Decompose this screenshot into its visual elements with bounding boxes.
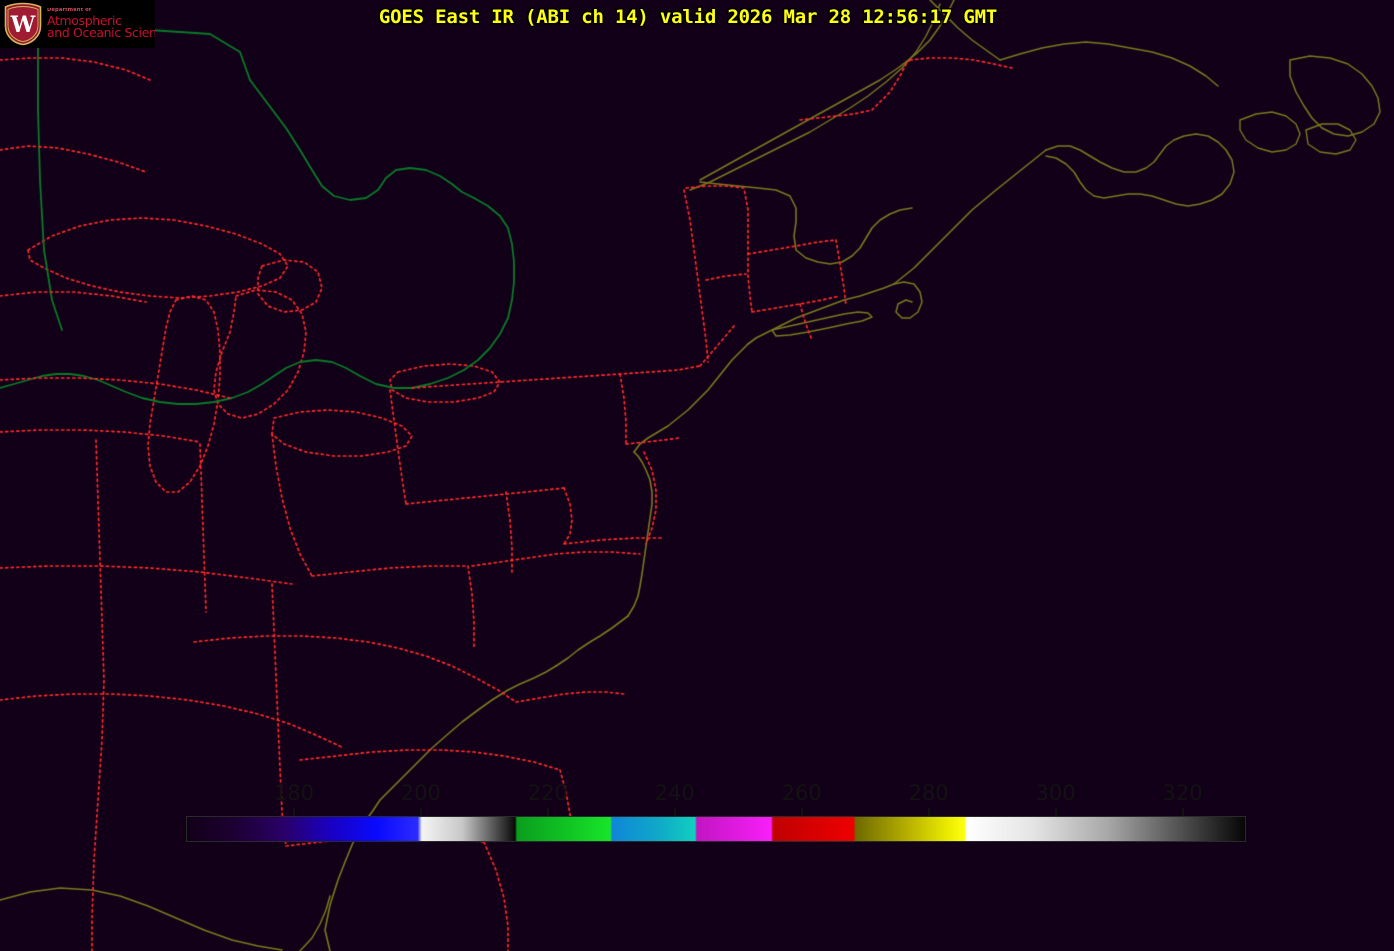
logo-department-label: Department of	[47, 8, 92, 14]
colorbar-tick-220	[546, 808, 549, 816]
uw-aos-logo: W Department of Atmospheric and Oceanic …	[0, 0, 155, 48]
colorbar-tick-300	[1054, 808, 1057, 816]
logo-line-1: Atmospheric	[47, 12, 122, 28]
colorbar-tick-180	[292, 808, 295, 816]
logo-line-2: and Oceanic Sciences	[47, 25, 155, 40]
colorbar-tick-labels: 180 200 220 240 260 280 300 320	[186, 782, 1246, 808]
svg-text:W: W	[10, 12, 36, 38]
colorbar-tick-200	[419, 808, 422, 816]
colorbar-tick-marks	[186, 808, 1246, 816]
colorbar-label-260: 260	[781, 781, 822, 805]
temperature-colorbar: 180 200 220 240 260 280 300 320	[186, 782, 1246, 842]
colorbar-tick-260	[800, 808, 803, 816]
colorbar-label-180: 180	[273, 781, 314, 805]
colorbar-gradient	[186, 816, 1246, 842]
colorbar-label-300: 300	[1035, 781, 1076, 805]
colorbar-label-220: 220	[527, 781, 568, 805]
logo-text-block: Department of Atmospheric and Oceanic Sc…	[47, 8, 155, 40]
colorbar-label-240: 240	[654, 781, 695, 805]
colorbar-label-320: 320	[1162, 781, 1203, 805]
colorbar-label-280: 280	[908, 781, 949, 805]
colorbar-label-200: 200	[400, 781, 441, 805]
colorbar-tick-320	[1181, 808, 1184, 816]
uw-crest-icon: W	[3, 2, 43, 46]
colorbar-tick-280	[927, 808, 930, 816]
colorbar-tick-240	[673, 808, 676, 816]
